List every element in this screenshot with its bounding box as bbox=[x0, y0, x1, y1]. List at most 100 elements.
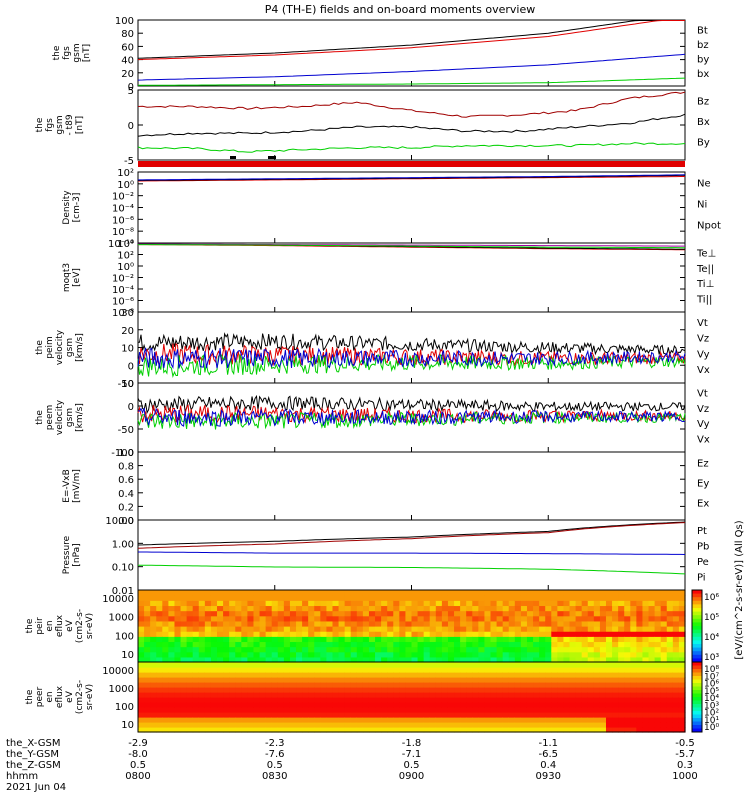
spectrogram-cell bbox=[302, 600, 309, 607]
spectrogram-cell bbox=[162, 636, 169, 643]
spectrogram-cell bbox=[599, 707, 607, 713]
spectrogram-cell bbox=[429, 651, 437, 658]
y-tick-label: 10000 bbox=[102, 666, 134, 677]
spectrogram-cell bbox=[429, 656, 437, 663]
spectrogram-cell bbox=[180, 595, 188, 601]
spectrogram-cell bbox=[545, 722, 552, 728]
colorbar-segment bbox=[692, 728, 702, 733]
spectrogram-cell bbox=[138, 692, 145, 698]
spectrogram-cell bbox=[180, 605, 188, 612]
spectrogram-cell bbox=[186, 662, 194, 668]
spectrogram-cell bbox=[186, 687, 194, 693]
panel-peim-velocity: the peim velocity gsm [km/s]-100102030VtVzVy… bbox=[35, 308, 710, 390]
spectrogram-cell bbox=[417, 727, 425, 733]
spectrogram-cell bbox=[138, 697, 145, 703]
y-tick-label: 0 bbox=[128, 361, 134, 372]
colorbar-segment bbox=[692, 714, 702, 719]
spectrogram-cell bbox=[186, 712, 194, 718]
spectrogram-cell bbox=[618, 702, 625, 708]
spectrogram-cell bbox=[478, 626, 486, 632]
colorbar-segment bbox=[692, 622, 702, 627]
spectrogram-cell bbox=[241, 687, 248, 693]
series-line-ni bbox=[137, 174, 685, 181]
legend-ne: Ne bbox=[697, 178, 711, 189]
spectrogram-cell bbox=[569, 672, 577, 678]
spectrogram-cell bbox=[454, 600, 461, 607]
spectrogram-cell bbox=[198, 656, 206, 663]
spectrogram-cell bbox=[271, 656, 279, 663]
spectrogram-cell bbox=[210, 656, 218, 663]
spectrogram-cell bbox=[186, 620, 194, 627]
spectrogram-cell bbox=[454, 677, 461, 683]
spectrogram-cell bbox=[174, 610, 182, 617]
spectrogram-cell bbox=[460, 687, 467, 693]
spectrogram-cell bbox=[186, 702, 194, 708]
spectrogram-cell bbox=[338, 667, 346, 673]
spectrogram-cell bbox=[405, 667, 413, 673]
spectrogram-cell bbox=[441, 595, 449, 601]
spectrogram-cell bbox=[447, 605, 455, 612]
spectrogram-cell bbox=[533, 702, 540, 708]
spectrogram-cell bbox=[320, 707, 328, 713]
spectrogram-cell bbox=[435, 636, 443, 643]
spectrogram-cell bbox=[636, 651, 644, 658]
spectrogram-cell bbox=[581, 687, 589, 693]
spectrogram-cell bbox=[502, 590, 510, 596]
spectrogram-cell bbox=[381, 672, 388, 678]
spectrogram-cell bbox=[678, 722, 686, 728]
spectrogram-cell bbox=[138, 600, 145, 607]
spectrogram-cell bbox=[605, 651, 613, 658]
spectrogram-cell bbox=[180, 727, 188, 733]
spectrogram-cell bbox=[302, 595, 309, 601]
spectrogram-cell bbox=[557, 672, 565, 678]
spectrogram-cell bbox=[350, 692, 358, 698]
spectrogram-cell bbox=[581, 677, 589, 683]
spectrogram-cell bbox=[156, 605, 163, 612]
spectrogram-cell bbox=[545, 626, 552, 632]
spectrogram-cell bbox=[557, 590, 565, 596]
spectrogram-cell bbox=[277, 702, 285, 708]
spectrogram-cell bbox=[356, 727, 364, 733]
spectrogram-cell bbox=[587, 712, 595, 718]
spectrogram-cell bbox=[478, 651, 486, 658]
spectrogram-cell bbox=[672, 646, 680, 653]
spectrogram-cell bbox=[204, 646, 212, 653]
spectrogram-cell bbox=[514, 595, 522, 601]
spectrogram-cell bbox=[356, 605, 364, 612]
spectrogram-cell bbox=[308, 646, 315, 653]
spectrogram-cell bbox=[672, 697, 680, 703]
spectrogram-cell bbox=[368, 702, 376, 708]
series-line-pe bbox=[138, 564, 686, 575]
spectrogram-cell bbox=[338, 687, 346, 693]
spectrogram-cell bbox=[636, 677, 644, 683]
y-tick-label: 30 bbox=[121, 308, 134, 319]
spectrogram-cell bbox=[599, 692, 607, 698]
spectrogram-cell bbox=[277, 692, 285, 698]
spectrogram-cell bbox=[605, 722, 613, 728]
spectrogram-cell bbox=[247, 615, 255, 622]
spectrogram-cell bbox=[624, 702, 631, 708]
spectrogram-cell bbox=[217, 615, 224, 622]
spectrogram-cell bbox=[648, 692, 656, 698]
spectrogram-cell bbox=[526, 651, 534, 658]
legend-ni: Ni bbox=[697, 199, 707, 210]
spectrogram-cell bbox=[612, 667, 619, 673]
spectrogram-cell bbox=[478, 620, 486, 627]
spectrogram-cell bbox=[508, 682, 516, 688]
spectrogram-cell bbox=[235, 687, 242, 693]
spectrogram-cell bbox=[375, 656, 382, 663]
spectrogram-cell bbox=[441, 646, 449, 653]
spectrogram-cell bbox=[484, 672, 492, 678]
spectrogram-cell bbox=[302, 662, 309, 668]
spectrogram-cell bbox=[520, 636, 528, 643]
spectrogram-cell bbox=[223, 702, 230, 708]
spectrogram-cell bbox=[472, 717, 479, 723]
spectrogram-cell bbox=[168, 667, 176, 673]
spectrogram-cell bbox=[539, 667, 546, 673]
spectrogram-cell bbox=[302, 615, 309, 622]
spectrogram-cell bbox=[435, 610, 443, 617]
y-tick-label: 10 bbox=[121, 344, 134, 355]
spectrogram-cell bbox=[350, 615, 358, 622]
spectrogram-cell bbox=[466, 641, 473, 648]
spectrogram-cell bbox=[575, 631, 583, 637]
